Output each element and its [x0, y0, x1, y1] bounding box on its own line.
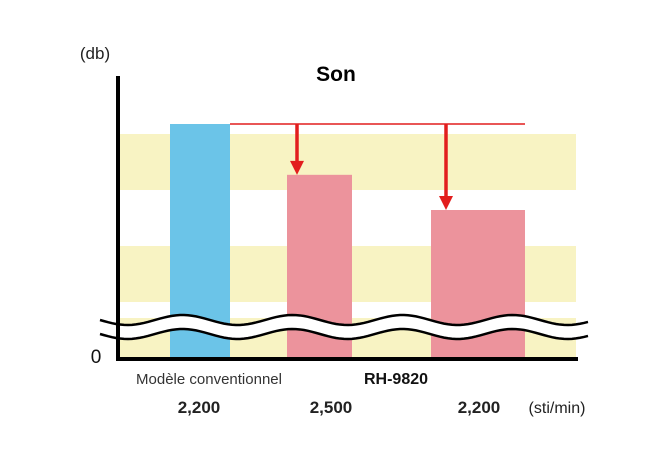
axis-break-line-top [99, 313, 589, 327]
reduction-indicators [230, 123, 525, 210]
axis-break [99, 313, 590, 341]
reduction-arrow-2500 [290, 124, 304, 175]
chart-title: Son [316, 63, 356, 86]
category-label-rh9820: RH-9820 [364, 371, 428, 388]
y-tick-zero: 0 [91, 347, 102, 368]
y-axis-unit: (db) [80, 44, 110, 63]
reduction-arrow-2200-head [439, 196, 453, 210]
speed-label-1: 2,200 [178, 398, 221, 417]
speed-label-2: 2,500 [310, 398, 353, 417]
category-label-conventional: Modèle conventionnel [136, 371, 282, 388]
reduction-arrow-2500-head [290, 160, 304, 175]
axis-break-fill [100, 315, 590, 339]
reduction-arrow-2200 [439, 124, 453, 210]
speed-unit-label: (sti/min) [529, 400, 586, 417]
axis-break-line-bottom [99, 327, 589, 341]
speed-label-3: 2,200 [458, 398, 501, 417]
